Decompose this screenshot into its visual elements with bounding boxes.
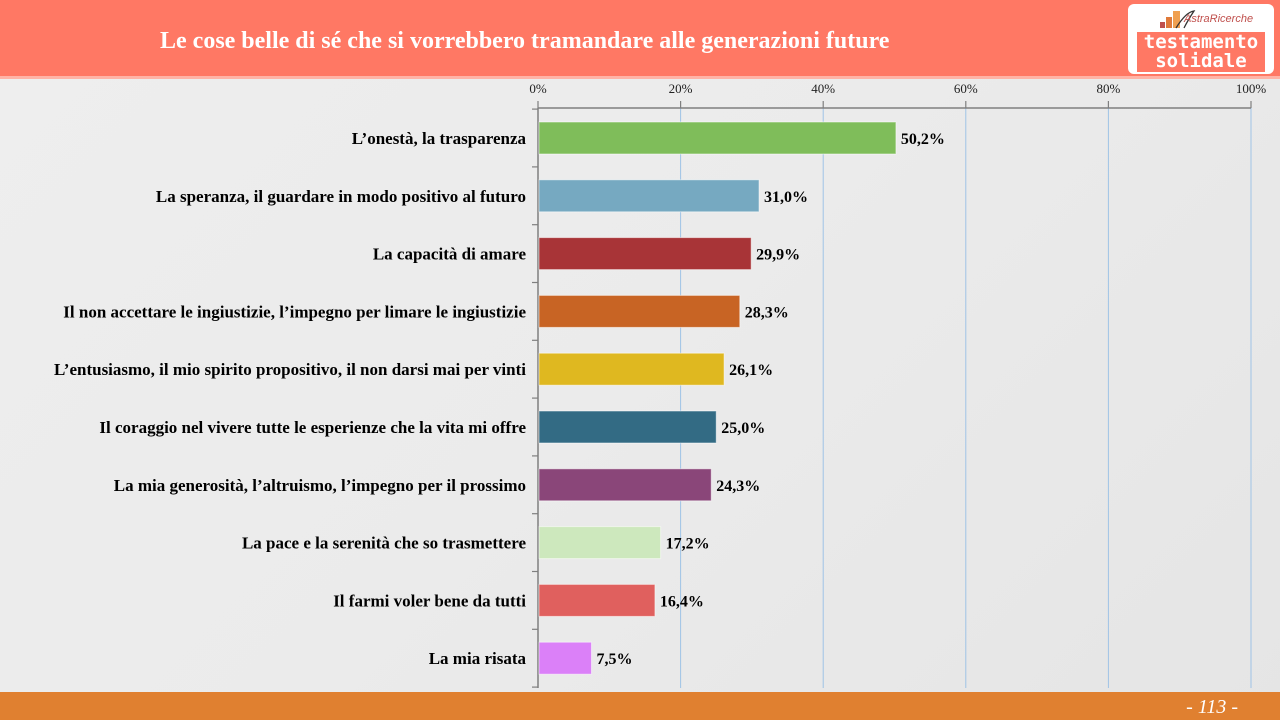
category-label: Il coraggio nel vivere tutte le esperien… xyxy=(99,418,526,437)
logo: AstraRicerche testamento solidale xyxy=(1128,4,1274,74)
logo-brand-text: AstraRicerche xyxy=(1184,13,1254,25)
logo-line-2: solidale xyxy=(1155,50,1247,72)
bar xyxy=(538,179,760,213)
value-label: 25,0% xyxy=(721,420,765,437)
bar xyxy=(538,583,656,617)
value-label: 24,3% xyxy=(716,478,760,495)
category-label: La mia generosità, l’altruismo, l’impegn… xyxy=(114,476,526,495)
category-label: Il farmi voler bene da tutti xyxy=(333,591,526,610)
value-label: 31,0% xyxy=(764,189,808,206)
category-label: L’onestà, la trasparenza xyxy=(352,129,527,148)
bar xyxy=(538,121,897,155)
value-label: 28,3% xyxy=(745,304,789,321)
category-label: La capacità di amare xyxy=(373,245,527,264)
x-tick-label: 40% xyxy=(811,81,835,96)
value-label: 50,2% xyxy=(901,131,945,148)
logo-line-1: testamento xyxy=(1143,31,1259,53)
category-label: La speranza, il guardare in modo positiv… xyxy=(156,187,526,206)
logo-badge: testamento solidale xyxy=(1137,32,1265,72)
bar xyxy=(538,468,712,502)
bar xyxy=(538,641,592,675)
bar xyxy=(538,526,662,560)
footer-band: - 113 - xyxy=(0,692,1280,720)
bar-chart: 0% 20% 40% 60% 80% 100% L’onestà, la trasparen… xyxy=(54,81,1267,688)
category-label: L’entusiasmo, il mio spirito propositivo… xyxy=(54,360,526,379)
category-label: La pace e la serenità che so trasmettere xyxy=(242,534,526,553)
value-label: 29,9% xyxy=(756,247,800,264)
x-tick-label: 0% xyxy=(529,81,547,96)
x-tick-label: 80% xyxy=(1096,81,1120,96)
page-title: Le cose belle di sé che si vorrebbero tr… xyxy=(160,28,890,54)
value-label: 26,1% xyxy=(729,362,773,379)
category-label: Il non accettare le ingiustizie, l’impeg… xyxy=(63,302,526,321)
bar xyxy=(538,410,717,444)
x-tick-label: 100% xyxy=(1236,81,1267,96)
page-number: - 113 - xyxy=(1186,696,1238,718)
logo-brand-icon xyxy=(1160,10,1196,29)
x-tick-label: 20% xyxy=(669,81,693,96)
header-band: Le cose belle di sé che si vorrebbero tr… xyxy=(0,0,1280,79)
bar xyxy=(538,237,752,271)
value-label: 7,5% xyxy=(596,651,632,668)
bar xyxy=(538,352,725,386)
value-label: 17,2% xyxy=(666,536,710,553)
value-label: 16,4% xyxy=(660,593,704,610)
category-label: La mia risata xyxy=(429,649,527,668)
bar xyxy=(538,294,741,328)
x-tick-label: 60% xyxy=(954,81,978,96)
